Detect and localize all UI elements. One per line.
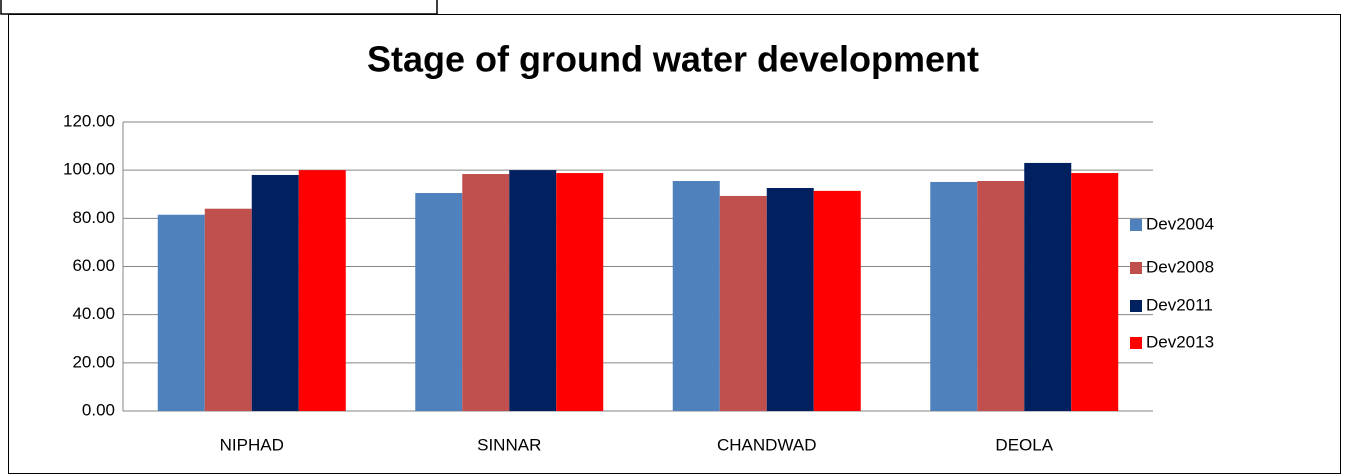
legend-label: Dev2011 [1146, 295, 1213, 314]
bar [556, 173, 604, 411]
x-tick-label: NIPHAD [220, 435, 284, 454]
bar [298, 170, 346, 411]
bar [204, 208, 252, 411]
bar [766, 187, 814, 411]
bar [509, 170, 557, 411]
bar [930, 181, 978, 411]
legend-swatch [1130, 337, 1142, 349]
bar [672, 181, 720, 411]
y-tick-label: 40.00 [72, 304, 115, 323]
frame-box [0, 0, 438, 15]
y-tick-label: 0.00 [82, 400, 115, 419]
x-tick-label: DEOLA [995, 435, 1053, 454]
bar [462, 174, 510, 411]
bar [1024, 162, 1072, 411]
legend-label: Dev2013 [1146, 332, 1214, 351]
legend-label: Dev2004 [1146, 214, 1214, 233]
bar [719, 195, 767, 411]
chart-title: Stage of ground water development [367, 39, 979, 80]
y-tick-label: 20.00 [72, 352, 115, 371]
bar [157, 214, 205, 411]
x-tick-label: SINNAR [477, 435, 541, 454]
bar [415, 193, 463, 411]
y-tick-label: 80.00 [72, 208, 115, 227]
y-tick-label: 100.00 [63, 160, 115, 179]
bar [1071, 173, 1119, 411]
legend-label: Dev2008 [1146, 257, 1214, 276]
bar [251, 174, 299, 411]
y-tick-label: 60.00 [72, 256, 115, 275]
bar [813, 190, 861, 411]
y-tick-label: 120.00 [63, 111, 115, 130]
legend-swatch [1130, 262, 1142, 274]
bar [977, 181, 1025, 411]
x-tick-label: CHANDWAD [717, 435, 816, 454]
legend-swatch [1130, 300, 1142, 312]
legend-swatch [1130, 219, 1142, 231]
